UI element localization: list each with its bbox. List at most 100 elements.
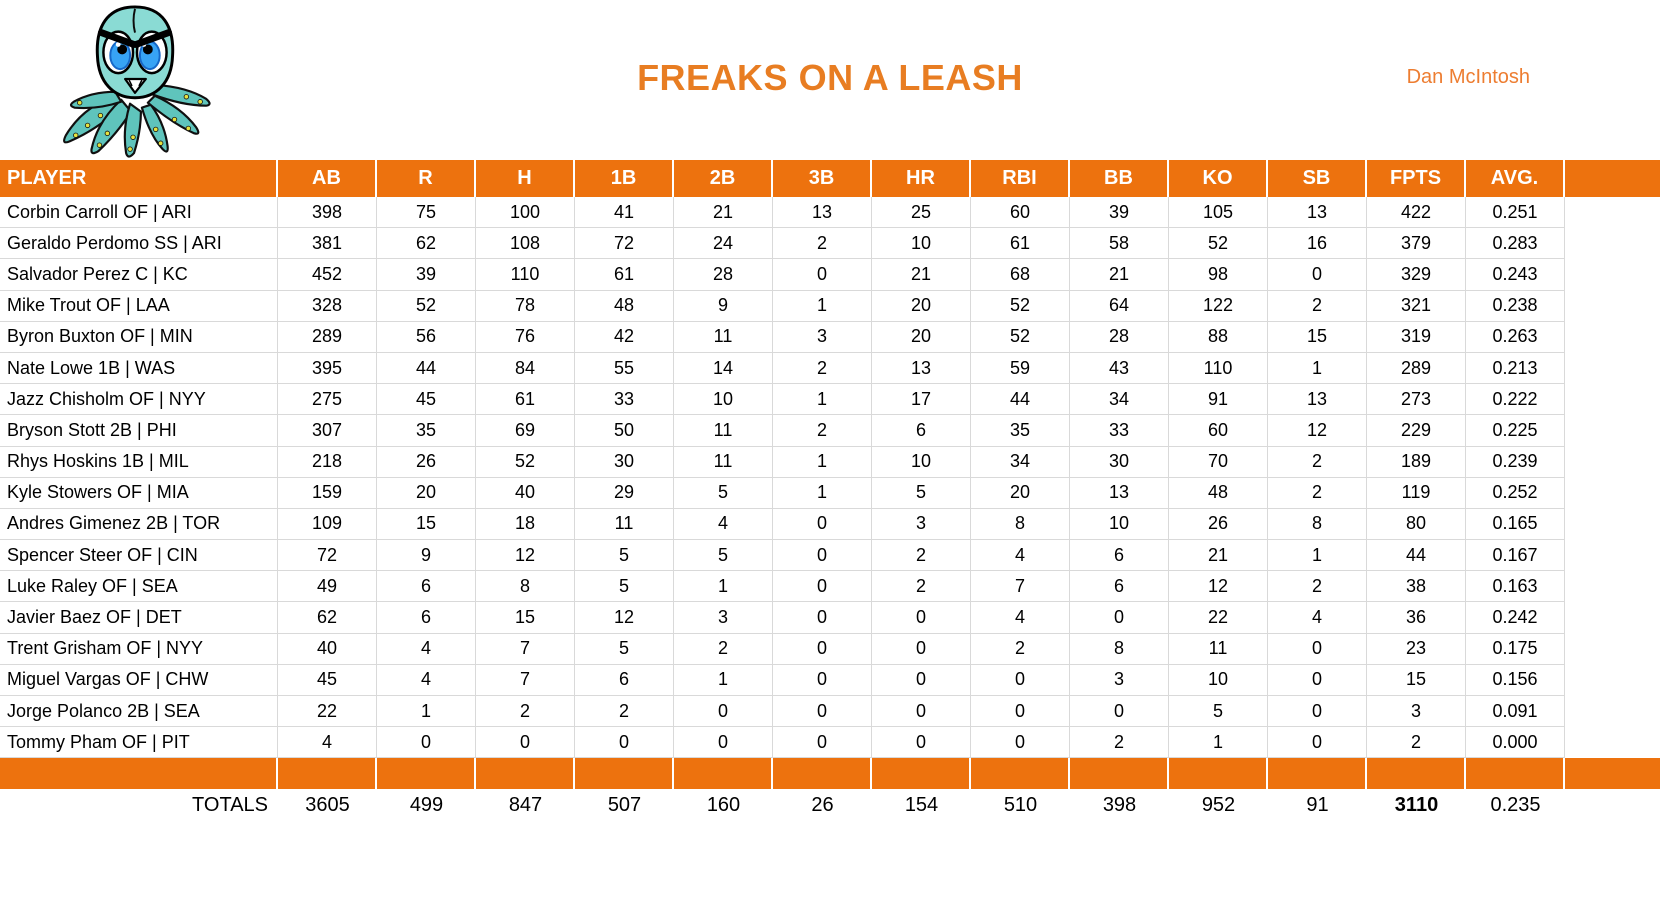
table-header-row: PLAYER AB R H 1B 2B 3B HR RBI BB KO SB FPTS AVG. [0, 160, 1660, 197]
stat-cell-1b: 5 [575, 540, 674, 572]
stat-cell-3b: 1 [773, 290, 872, 322]
table-row: Tommy Pham OF | PIT 4 0 0 0 0 0 0 0 2 1 0 2 0.000 [0, 727, 1660, 759]
stat-cell-3b: 2 [773, 228, 872, 260]
stat-cell-ab: 328 [278, 290, 377, 322]
blank-cell [1565, 540, 1660, 572]
player-name-cell: Tommy Pham OF | PIT [0, 727, 278, 759]
table-row: Andres Gimenez 2B | TOR 109 15 18 11 4 0 3 8 10 26… [0, 508, 1660, 541]
blank-cell [1565, 727, 1660, 759]
stat-cell-rbi: 0 [971, 727, 1070, 759]
stat-cell-h: 84 [476, 352, 575, 385]
stat-cell-hr: 13 [872, 352, 971, 385]
player-name-cell: Spencer Steer OF | CIN [0, 540, 278, 572]
stat-cell-hr: 6 [872, 415, 971, 447]
stat-cell-h: 7 [476, 664, 575, 696]
stat-cell-avg: 0.163 [1466, 571, 1565, 603]
stat-cell-hr: 17 [872, 384, 971, 416]
stat-cell-rbi: 2 [971, 633, 1070, 665]
table-row: Corbin Carroll OF | ARI 398 75 100 41 21 13 25 6… [0, 197, 1660, 229]
table-row: Miguel Vargas OF | CHW 45 4 7 6 1 0 0 0 3 10 0 15 0.1… [0, 664, 1660, 696]
stat-cell-sb: 0 [1268, 633, 1367, 665]
player-name-cell: Nate Lowe 1B | WAS [0, 352, 278, 385]
stat-cell-rbi: 35 [971, 415, 1070, 447]
stat-cell-2b: 0 [674, 696, 773, 728]
stat-cell-h: 7 [476, 633, 575, 665]
stat-cell-ab: 40 [278, 633, 377, 665]
stat-cell-3b: 0 [773, 664, 872, 696]
stat-cell-r: 45 [377, 384, 476, 416]
stat-cell-ab: 22 [278, 696, 377, 728]
stat-cell-ab: 159 [278, 477, 377, 509]
total-2b: 160 [674, 789, 773, 823]
stat-cell-ko: 11 [1169, 633, 1268, 665]
column-header-fpts: FPTS [1367, 160, 1466, 197]
player-name-cell: Salvador Perez C | KC [0, 259, 278, 291]
stat-cell-1b: 11 [575, 508, 674, 541]
stat-cell-avg: 0.165 [1466, 508, 1565, 541]
stat-cell-avg: 0.000 [1466, 727, 1565, 759]
player-name-cell: Bryson Stott 2B | PHI [0, 415, 278, 447]
stat-cell-ko: 48 [1169, 477, 1268, 509]
stat-cell-bb: 6 [1070, 540, 1169, 572]
stat-cell-3b: 2 [773, 352, 872, 385]
stat-cell-rbi: 61 [971, 228, 1070, 260]
stat-cell-h: 61 [476, 384, 575, 416]
stat-cell-avg: 0.213 [1466, 352, 1565, 385]
stat-cell-fpts: 119 [1367, 477, 1466, 509]
column-header-avg: AVG. [1466, 160, 1565, 197]
table-row: Mike Trout OF | LAA 328 52 78 48 9 1 20 52 64 122 2… [0, 290, 1660, 322]
stat-cell-hr: 0 [872, 727, 971, 759]
stat-cell-r: 9 [377, 540, 476, 572]
table-row: Nate Lowe 1B | WAS 395 44 84 55 14 2 13 59 43 110 1… [0, 352, 1660, 385]
stat-cell-sb: 2 [1268, 290, 1367, 322]
stat-cell-rbi: 60 [971, 197, 1070, 229]
separator-row [0, 758, 1660, 790]
stat-cell-1b: 12 [575, 602, 674, 634]
column-header-rbi: RBI [971, 160, 1070, 197]
column-header-r: R [377, 160, 476, 197]
stat-cell-r: 52 [377, 290, 476, 322]
stat-cell-3b: 2 [773, 415, 872, 447]
stat-cell-avg: 0.156 [1466, 664, 1565, 696]
stat-cell-h: 12 [476, 540, 575, 572]
stat-cell-3b: 3 [773, 321, 872, 353]
total-1b: 507 [575, 789, 674, 823]
stat-cell-fpts: 289 [1367, 352, 1466, 385]
stat-cell-r: 4 [377, 664, 476, 696]
stat-cell-ko: 22 [1169, 602, 1268, 634]
stat-cell-3b: 13 [773, 197, 872, 229]
separator-cell [1070, 758, 1169, 790]
stat-cell-avg: 0.167 [1466, 540, 1565, 572]
stat-cell-hr: 0 [872, 664, 971, 696]
player-name-cell: Rhys Hoskins 1B | MIL [0, 446, 278, 478]
total-ab: 3605 [278, 789, 377, 823]
stat-cell-rbi: 52 [971, 321, 1070, 353]
stat-cell-sb: 13 [1268, 384, 1367, 416]
stat-cell-r: 1 [377, 696, 476, 728]
owner-name: Dan McIntosh [1406, 66, 1530, 88]
player-name-cell: Jazz Chisholm OF | NYY [0, 384, 278, 416]
stat-cell-bb: 3 [1070, 664, 1169, 696]
separator-cell [1565, 758, 1660, 790]
stat-cell-bb: 0 [1070, 696, 1169, 728]
stat-cell-1b: 41 [575, 197, 674, 229]
stat-cell-rbi: 68 [971, 259, 1070, 291]
stat-cell-2b: 9 [674, 290, 773, 322]
stat-cell-ko: 1 [1169, 727, 1268, 759]
stat-cell-avg: 0.222 [1466, 384, 1565, 416]
stat-cell-rbi: 4 [971, 540, 1070, 572]
stat-cell-ko: 122 [1169, 290, 1268, 322]
stat-cell-sb: 13 [1268, 197, 1367, 229]
blank-cell [1565, 696, 1660, 728]
stat-cell-1b: 61 [575, 259, 674, 291]
separator-cell [872, 758, 971, 790]
blank-cell [1565, 789, 1660, 823]
blank-cell [1565, 415, 1660, 447]
stat-cell-hr: 5 [872, 477, 971, 509]
stat-cell-bb: 39 [1070, 197, 1169, 229]
stat-cell-avg: 0.263 [1466, 321, 1565, 353]
stat-cell-h: 18 [476, 508, 575, 541]
table-row: Luke Raley OF | SEA 49 6 8 5 1 0 2 7 6 12 2 38 0.163 [0, 571, 1660, 603]
column-header-bb: BB [1070, 160, 1169, 197]
table-row: Trent Grisham OF | NYY 40 4 7 5 2 0 0 2 8 11 0 23 0.1… [0, 633, 1660, 665]
